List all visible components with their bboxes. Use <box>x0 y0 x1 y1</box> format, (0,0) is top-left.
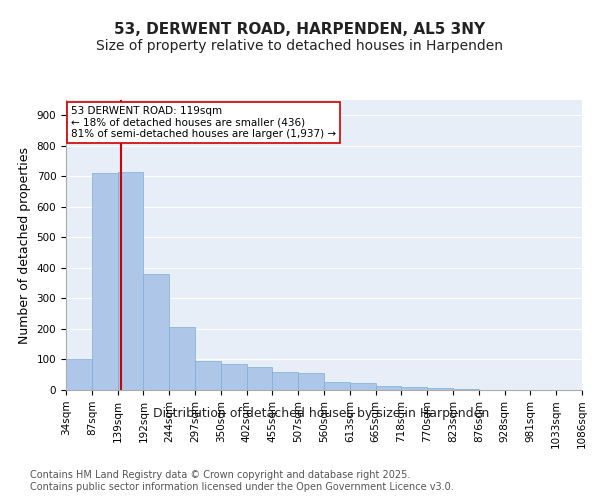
Bar <box>247 367 272 390</box>
Bar <box>92 174 118 390</box>
Bar <box>143 274 169 390</box>
Bar <box>376 386 401 390</box>
Text: Size of property relative to detached houses in Harpenden: Size of property relative to detached ho… <box>97 39 503 53</box>
Bar <box>350 384 376 390</box>
Bar <box>272 372 298 390</box>
Text: Distribution of detached houses by size in Harpenden: Distribution of detached houses by size … <box>153 408 489 420</box>
Bar <box>324 382 350 390</box>
Y-axis label: Number of detached properties: Number of detached properties <box>18 146 31 344</box>
Bar <box>66 360 92 390</box>
Bar <box>118 172 143 390</box>
Bar <box>221 364 247 390</box>
Bar <box>298 373 324 390</box>
Bar <box>453 389 479 390</box>
Text: Contains HM Land Registry data © Crown copyright and database right 2025.
Contai: Contains HM Land Registry data © Crown c… <box>30 470 454 492</box>
Text: 53 DERWENT ROAD: 119sqm
← 18% of detached houses are smaller (436)
81% of semi-d: 53 DERWENT ROAD: 119sqm ← 18% of detache… <box>71 106 336 139</box>
Bar <box>195 361 221 390</box>
Text: 53, DERWENT ROAD, HARPENDEN, AL5 3NY: 53, DERWENT ROAD, HARPENDEN, AL5 3NY <box>115 22 485 38</box>
Bar <box>169 328 195 390</box>
Bar <box>401 387 427 390</box>
Bar <box>427 388 453 390</box>
